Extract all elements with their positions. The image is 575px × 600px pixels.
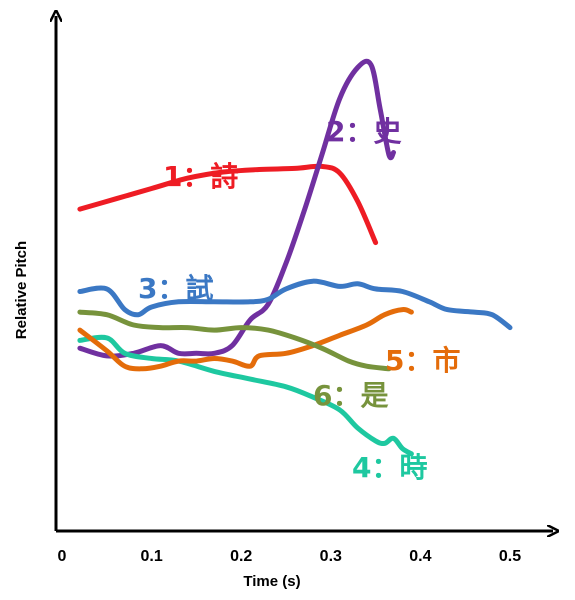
series-label-shi-try: 3：試 (138, 272, 213, 305)
x-tick-label: 0 (58, 548, 67, 565)
series-lines (77, 58, 513, 457)
x-tick-label: 0.1 (140, 548, 162, 565)
series-labels: 1：詩 2：史 3：試 4：時 5：市6：是 (138, 115, 460, 484)
x-tick-label: 0.5 (499, 548, 521, 565)
series-line-shi-time (77, 334, 414, 457)
x-tick-labels: 0 0.1 0.2 0.3 0.4 0.5 (58, 548, 522, 565)
x-axis-title: Time (s) (243, 573, 300, 590)
series-label-shi-is: 6：是 (313, 379, 388, 412)
x-tick-label: 0.2 (230, 548, 252, 565)
series-line-shi-try (77, 278, 513, 331)
series-line-shi-poem (77, 163, 379, 246)
series-label-shi-history: 2：史 (326, 115, 401, 148)
series-label-shi-time: 4：時 (352, 451, 427, 484)
series-label-shi-market: 5：市 (385, 344, 460, 377)
series-line-shi-history (77, 58, 396, 359)
series-line-shi-market (77, 307, 414, 372)
x-tick-label: 0.4 (409, 548, 431, 565)
series-label-shi-poem: 1：詩 (163, 160, 238, 193)
x-tick-label: 0.3 (320, 548, 342, 565)
y-axis-title: Relative Pitch (13, 241, 30, 339)
series-line-shi-is (77, 309, 392, 372)
